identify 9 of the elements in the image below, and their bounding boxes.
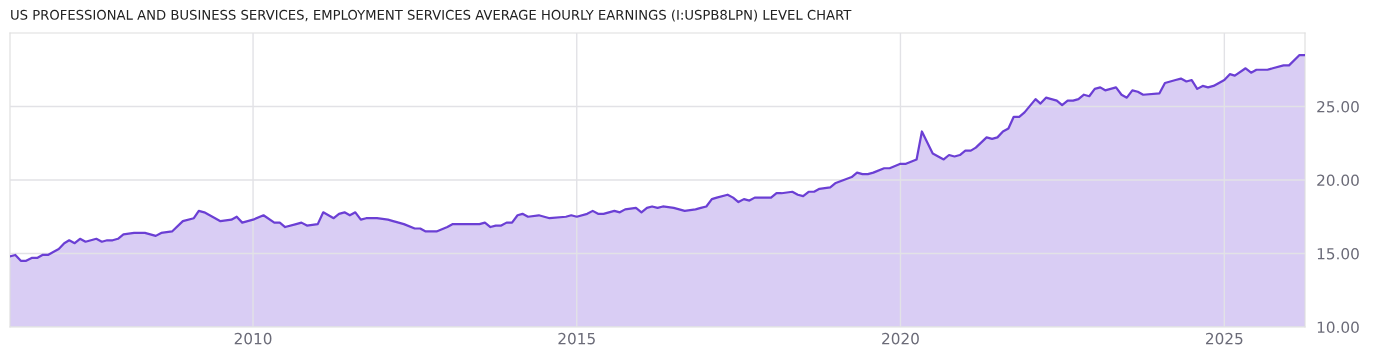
y-tick-label: 15.00 <box>1317 247 1359 260</box>
x-tick-label: 2025 <box>1206 332 1243 345</box>
x-tick-label: 2020 <box>882 332 919 345</box>
x-tick-label: 2015 <box>558 332 595 345</box>
y-tick-label: 20.00 <box>1317 174 1359 187</box>
y-tick-label: 25.00 <box>1317 100 1359 113</box>
chart-title: US PROFESSIONAL AND BUSINESS SERVICES, EMPLOYMENT SERVICES AVERAGE HOURLY EARNINGS (I:USPB8LPN) LEVEL CHART <box>11 9 852 22</box>
y-tick-label: 10.00 <box>1317 321 1359 334</box>
x-tick-label: 2010 <box>234 332 272 345</box>
